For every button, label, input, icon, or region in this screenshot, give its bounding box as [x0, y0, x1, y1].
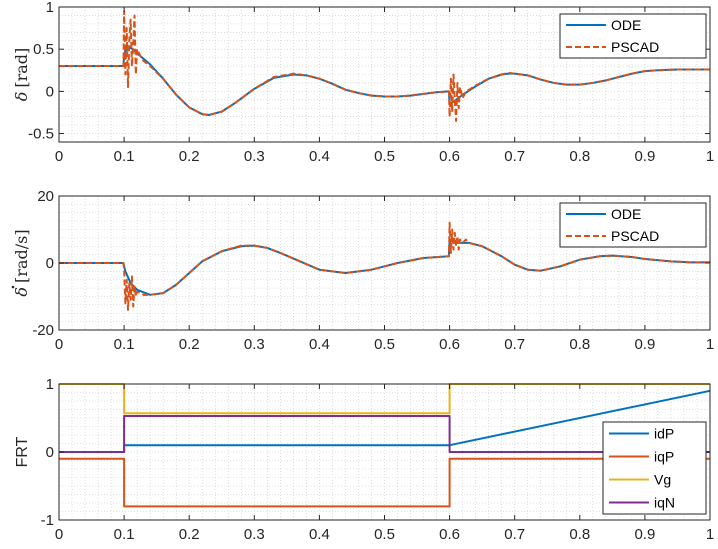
legend-label-vg: Vg — [654, 472, 671, 488]
x-tick-label: 0.3 — [244, 526, 265, 543]
x-tick-label: 0.7 — [504, 336, 525, 353]
x-tick-label: 1 — [706, 336, 714, 353]
y-axis-unit: [rad] — [12, 48, 31, 88]
grid — [59, 196, 710, 330]
x-tick-label: 0.4 — [309, 526, 330, 543]
y-tick-label: -20 — [32, 322, 54, 339]
y-tick-label: 0 — [46, 83, 54, 100]
x-tick-label: 0 — [55, 336, 63, 353]
x-tick-label: 0.4 — [309, 148, 330, 165]
x-tick-label: 0.9 — [634, 148, 655, 165]
legend-label-pscad: PSCAD — [611, 39, 659, 55]
series-line-pscad — [59, 221, 710, 311]
y-axis-symbol: δ — [12, 92, 31, 102]
y-axis-label: δ [rad/s] — [12, 229, 31, 296]
x-tick-label: 0.3 — [244, 336, 265, 353]
series-line-iqp — [59, 457, 710, 508]
x-tick-label: 0.2 — [179, 526, 200, 543]
legend-label-pscad: PSCAD — [611, 228, 659, 244]
y-axis-symbol: δ — [12, 287, 31, 297]
x-tick-label: 0.9 — [634, 336, 655, 353]
x-tick-label: 0.9 — [634, 526, 655, 543]
y-tick-label: -1 — [41, 512, 54, 529]
series-line-ode — [59, 238, 710, 296]
y-tick-label: 0.5 — [33, 41, 54, 58]
x-tick-label: 0.6 — [439, 336, 460, 353]
y-tick-label: 0 — [46, 255, 54, 272]
legend-label-ode: ODE — [611, 17, 641, 33]
y-axis-label: δ [rad] — [12, 48, 31, 102]
x-tick-label: 0.2 — [179, 148, 200, 165]
x-tick-label: 0.5 — [374, 336, 395, 353]
series-line-iqn — [59, 414, 710, 453]
legend: ODE PSCAD — [559, 13, 707, 59]
y-tick-label: 0 — [46, 444, 54, 461]
x-tick-label: 1 — [706, 148, 714, 165]
x-tick-label: 0.1 — [114, 526, 135, 543]
x-tick-label: 0.4 — [309, 336, 330, 353]
legend-box — [602, 421, 707, 515]
x-tick-label: 0.2 — [179, 336, 200, 353]
x-tick-label: 0.5 — [374, 148, 395, 165]
x-tick-label: 0.8 — [569, 336, 590, 353]
grid — [59, 384, 710, 520]
x-tick-label: 0.7 — [504, 148, 525, 165]
legend-label-iqp: iqP — [654, 449, 674, 465]
series-line-pscad — [59, 10, 710, 122]
chart-panel-1: 0 0.1 0.2 0.3 0.4 0.5 0.6 0.7 0.8 0.9 1-0.500.51δ[… — [12, 0, 714, 165]
y-tick-label: -0.5 — [28, 126, 54, 143]
x-tick-label: 0 — [55, 148, 63, 165]
x-tick-label: 0 — [55, 526, 63, 543]
y-axis-label: FRT — [14, 436, 31, 467]
x-tick-label: 1 — [706, 526, 714, 543]
y-tick-label: 20 — [37, 188, 54, 205]
y-tick-label: 1 — [46, 0, 54, 16]
x-tick-label: 0.3 — [244, 148, 265, 165]
y-tick-label: 1 — [46, 376, 54, 393]
chart-panel-2: 0 0.1 0.2 0.3 0.4 0.5 0.6 0.7 0.8 0.9 1-20020δ[rad… — [11, 188, 714, 353]
x-tick-label: 0.5 — [374, 526, 395, 543]
legend-label-ode: ODE — [611, 206, 641, 222]
derivative-dot — [11, 285, 15, 289]
chart-panel-3: 0 0.1 0.2 0.3 0.4 0.5 0.6 0.7 0.8 0.9 1-101FRTidPi… — [14, 376, 714, 543]
legend-box — [559, 13, 707, 59]
x-tick-label: 0.6 — [439, 148, 460, 165]
x-tick-label: 0.1 — [114, 148, 135, 165]
legend: idP iqP Vg iqN — [602, 421, 707, 515]
legend-label-iqn: iqN — [654, 495, 675, 511]
x-tick-label: 0.1 — [114, 336, 135, 353]
legend-box — [559, 202, 707, 248]
x-tick-label: 0.6 — [439, 526, 460, 543]
legend-label-idp: idP — [654, 426, 674, 442]
x-tick-label: 0.8 — [569, 148, 590, 165]
x-tick-label: 0.8 — [569, 526, 590, 543]
x-tick-label: 0.7 — [504, 526, 525, 543]
y-axis-unit: [rad/s] — [12, 229, 31, 283]
legend: ODE PSCAD — [559, 202, 707, 248]
